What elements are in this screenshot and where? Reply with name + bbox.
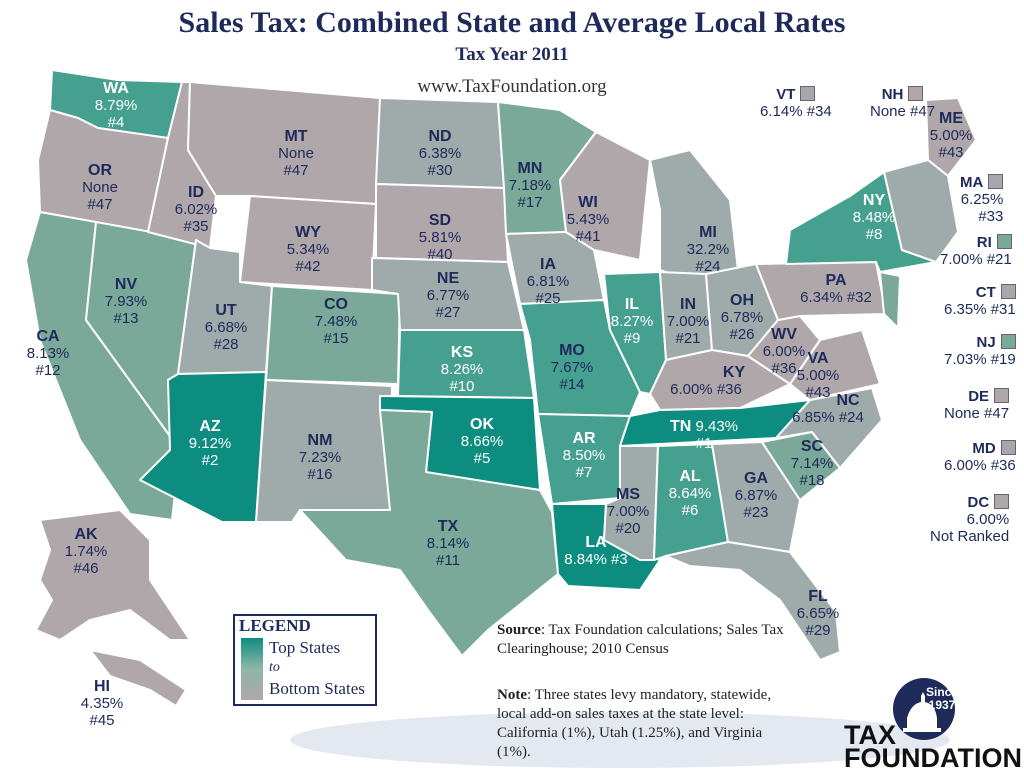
state-WV [747,315,821,385]
legend-bottom-label: Bottom States [269,679,365,698]
side-label-MA: MA 6.25% #33 [960,174,1004,225]
state-ME [925,97,977,177]
state-label-NY: NY 8.48% #8 [852,192,896,243]
legend-gradient [241,638,263,700]
state-label-OH: OH 6.78% #26 [720,292,764,343]
state-label-AL: AL 8.64% #6 [668,468,712,519]
state-TX [299,409,559,657]
state-label-AK: AK 1.74% #46 [64,526,108,577]
state-label-NV: NV 7.93% #13 [104,276,148,327]
state-label-MS: MS 7.00% #20 [606,486,650,537]
tax-foundation-logo: Since 1937 TAX FOUNDATION [844,676,1022,773]
side-label-DE: DE None #47 [944,388,1010,422]
state-label-VA: VA 5.00% #43 [796,350,840,401]
state-label-SC: SC 7.14% #18 [790,438,834,489]
state-NE-small [883,159,959,263]
side-label-NJ: NJ 7.03% #19 [944,334,1016,368]
state-label-AR: AR 8.50% #7 [562,430,606,481]
state-label-WA: WA 8.79% #4 [94,80,138,131]
legend: LEGEND Top States to Bottom States [233,614,377,706]
state-HI [89,649,187,707]
state-label-IL: IL 8.27% #9 [610,296,654,347]
legend-title: LEGEND [239,616,311,635]
state-label-CO: CO 7.48% #15 [314,296,358,347]
state-NJ [879,271,901,329]
state-label-MN: MN 7.18% #17 [508,160,552,211]
capitol-dome-icon [893,678,955,740]
logo-since: Since 1937 [925,685,958,712]
state-label-WI: WI 5.43% #41 [566,194,610,245]
state-label-MT: MT None #47 [278,128,314,179]
footnote: Note: Three states levy mandatory, state… [497,687,772,760]
state-MO [519,299,641,417]
state-label-OK: OK 8.66% #5 [460,416,504,467]
state-label-WV: WV 6.00% #36 [762,326,806,377]
state-label-UT: UT 6.68% #28 [204,302,248,353]
state-label-FL: FL 6.65% #29 [796,588,840,639]
state-label-GA: GA 6.87% #23 [734,470,778,521]
state-label-ID: ID 6.02% #35 [174,184,218,235]
logo-foundation: FOUNDATION [844,743,1022,773]
state-WI [559,131,651,261]
side-label-RI: RI 7.00% #21 [940,234,1012,268]
website-label: www.TaxFoundation.org [417,76,607,97]
state-AK [35,509,191,641]
state-FL [665,541,841,661]
state-label-NM: NM 7.23% #16 [298,432,342,483]
side-label-DC: DC 6.00% Not Ranked [930,494,1010,545]
state-label-ME: ME 5.00% #43 [929,110,973,161]
logo-tax: TAX [844,720,896,750]
state-label-AZ: AZ 9.12% #2 [188,418,232,469]
state-label-MO: MO 7.67% #14 [550,342,594,393]
state-label-IA: IA 6.81% #25 [526,256,570,307]
state-label-NC: NC 6.85% #24 [792,392,864,426]
state-IA [505,231,605,305]
state-label-HI: HI 4.35% #45 [80,678,124,729]
state-label-LA: LA 8.84% #3 [564,534,628,568]
state-label-ND: ND 6.38% #30 [418,128,462,179]
page-subtitle: Tax Year 2011 [455,44,569,65]
state-label-IN: IN 7.00% #21 [666,296,710,347]
state-label-NE: NE 6.77% #27 [426,270,470,321]
state-label-TX: TX 8.14% #11 [426,518,470,569]
side-label-CT: CT 6.35% #31 [944,284,1016,318]
state-label-PA: PA 6.34% #32 [800,272,872,306]
state-label-TN: TN 9.43% #1 [669,418,739,452]
legend-top-label: Top States [269,638,341,657]
page-title: Sales Tax: Combined State and Average Lo… [178,6,846,39]
state-label-KS: KS 8.26% #10 [440,344,484,395]
state-label-CA: CA 8.13% #12 [26,328,70,379]
state-label-MI: MI 32.2% #24 [686,224,730,275]
state-label-WY: WY 5.34% #42 [286,224,330,275]
side-label-NH: NH None #47 [870,86,936,120]
side-label-VT: VT 6.14% #34 [760,86,832,120]
state-label-KY: KY 6.00% #36 [670,364,746,398]
state-label-OR: OR None #47 [82,162,118,213]
legend-to-label: to [269,660,280,675]
source-note: Source: Tax Foundation calculations; Sal… [497,622,784,657]
state-label-SD: SD 5.81% #40 [418,212,462,263]
side-label-MD: MD 6.00% #36 [944,440,1016,474]
state-GA [711,441,801,553]
